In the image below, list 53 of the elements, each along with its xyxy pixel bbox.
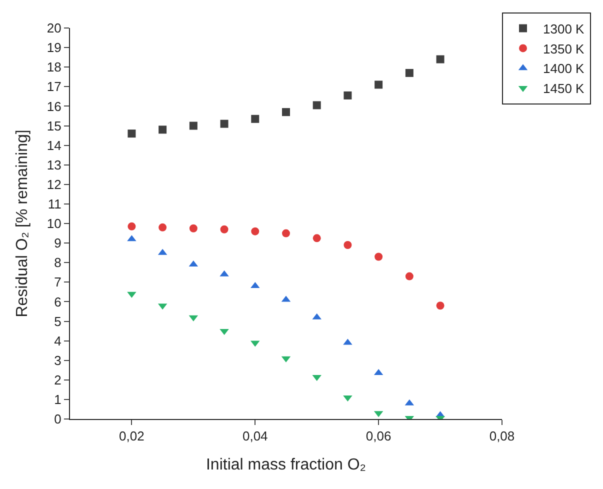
y-tick-label: 7 [54, 274, 62, 290]
y-tick-label: 13 [46, 157, 62, 172]
point [158, 126, 167, 134]
point [436, 55, 444, 64]
y-tick-label: 19 [46, 40, 62, 56]
point [282, 229, 290, 238]
y-tick-label: 9 [54, 236, 62, 251]
legend-label: 1350 K [543, 41, 585, 56]
y-tick-label: 17 [46, 79, 62, 94]
x-axis-title: Initial mass fraction O₂ [206, 456, 366, 474]
y-tick-label: 2 [54, 372, 62, 388]
x-tick-label: 0,04 [242, 428, 268, 444]
point [344, 241, 352, 250]
x-tick-label: 0,08 [489, 428, 515, 444]
point [128, 222, 136, 230]
point [312, 101, 321, 110]
y-tick-label: 16 [46, 98, 62, 114]
y-tick-label: 10 [46, 216, 62, 232]
y-tick-label: 14 [46, 138, 62, 153]
legend-label: 1450 K [543, 81, 585, 96]
point [312, 234, 321, 242]
point [374, 80, 383, 89]
y-tick-label: 4 [54, 333, 62, 348]
legend-label: 1400 K [543, 61, 585, 76]
x-tick-label: 0,02 [119, 428, 144, 444]
point [374, 252, 383, 261]
y-tick-label: 0 [54, 412, 62, 427]
y-tick-label: 8 [54, 255, 62, 270]
point [251, 114, 260, 123]
point [282, 108, 290, 116]
y-tick-label: 12 [46, 176, 62, 192]
point [220, 120, 228, 128]
y-tick-label: 20 [46, 20, 62, 36]
point [158, 223, 167, 232]
x-tick-label: 0,06 [366, 428, 392, 444]
y-tick-label: 11 [48, 196, 62, 212]
point [128, 130, 136, 138]
y-tick-label: 18 [46, 60, 62, 75]
point [251, 227, 260, 236]
point [220, 225, 228, 234]
point [344, 91, 352, 100]
y-tick-label: 1 [54, 392, 62, 407]
point [189, 224, 198, 232]
y-tick-label: 15 [46, 118, 62, 134]
legend-label: 1300 K [543, 21, 585, 36]
point [405, 68, 414, 77]
y-tick-label: 3 [54, 352, 62, 368]
point [189, 122, 198, 130]
point [405, 272, 414, 280]
y-tick-label: 6 [54, 294, 62, 310]
y-axis-title: Residual O₂ [% remaining] [14, 130, 31, 318]
point [436, 302, 444, 310]
y-tick-label: 5 [54, 314, 62, 329]
